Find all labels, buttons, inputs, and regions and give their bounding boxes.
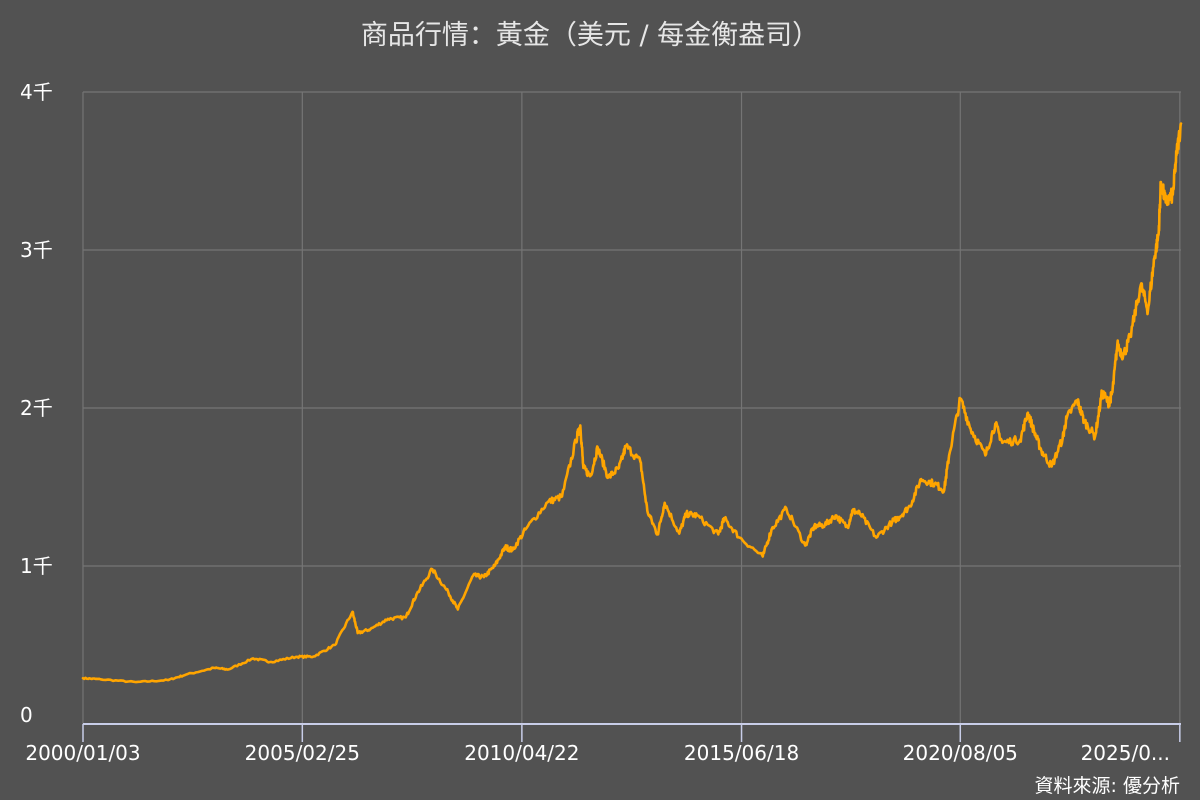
gold-price-line	[81, 122, 1183, 684]
x-tick-label: 2025/0...	[1081, 741, 1170, 765]
y-tick-label: 3千	[20, 238, 53, 262]
y-tick-label: 1千	[20, 554, 53, 578]
series-layer	[81, 122, 1183, 684]
chart-title: 商品行情：黃金（美元 / 每金衡盎司）	[361, 20, 819, 51]
y-tick-label: 4千	[20, 80, 53, 104]
x-tick-label: 2020/08/05	[903, 741, 1018, 765]
y-tick-label: 0	[20, 703, 33, 727]
x-tick-label: 2005/02/25	[245, 741, 360, 765]
x-tick-label: 2015/06/18	[684, 741, 799, 765]
source-note: 資料來源: 優分析	[1035, 775, 1180, 797]
grid-layer	[82, 91, 1181, 724]
x-tick-label: 2010/04/22	[464, 741, 579, 765]
x-tick-label: 2000/01/03	[25, 741, 140, 765]
axis-layer: 0 1千 2千 3千 4千 2000/01/03 2005/02/25 2010/04/22 2…	[20, 80, 1181, 765]
y-tick-label: 2千	[20, 396, 53, 420]
